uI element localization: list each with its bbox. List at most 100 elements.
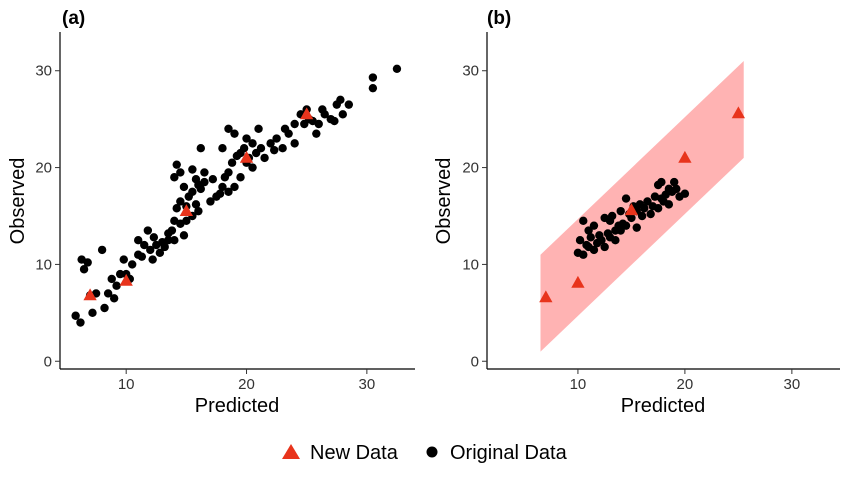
original-data-point: [589, 245, 599, 255]
new-data-point: [571, 275, 585, 288]
y-tick-label: 0: [44, 353, 52, 370]
y-tick-label: 20: [35, 160, 52, 177]
original-data-point: [586, 233, 595, 242]
original-data-point: [290, 139, 299, 148]
original-data-point: [270, 145, 279, 155]
legend: New Data Original Data: [282, 442, 568, 464]
original-data-point: [579, 216, 588, 226]
original-data-point: [215, 189, 225, 198]
original-data-point: [248, 163, 257, 172]
original-data-point: [680, 189, 690, 198]
original-data-point: [600, 242, 609, 252]
original-data-point: [312, 129, 321, 138]
original-data-point: [179, 182, 189, 192]
original-data-point: [167, 226, 177, 235]
legend-marker-original-data: [426, 446, 438, 458]
original-data-point: [616, 206, 625, 216]
original-data-point: [260, 153, 269, 163]
original-data-point: [112, 281, 121, 290]
legend-label-new-data: New Data: [310, 442, 399, 464]
original-data-point: [71, 311, 80, 320]
original-data-point: [368, 73, 378, 82]
x-tick-label: 30: [359, 376, 376, 393]
original-data-point: [149, 233, 159, 242]
original-data-point: [170, 173, 179, 182]
original-data-point: [672, 184, 681, 194]
original-data-point: [191, 200, 201, 209]
original-data-point: [224, 124, 233, 134]
original-data-point: [137, 252, 147, 261]
original-data-point: [88, 308, 97, 318]
original-data-point: [196, 144, 205, 153]
original-data-point: [176, 168, 185, 177]
original-data-point: [119, 255, 128, 264]
original-data-point: [188, 165, 197, 174]
original-data-point: [224, 168, 233, 177]
legend-label-original-data: Original Data: [450, 442, 568, 464]
original-data-point: [320, 110, 329, 119]
original-data-point: [97, 245, 107, 255]
original-data-point: [290, 119, 299, 129]
original-data-point: [632, 223, 641, 232]
new-data-point: [239, 150, 254, 163]
original-data-point: [637, 211, 647, 221]
original-data-point: [266, 139, 275, 148]
new-data-point: [731, 106, 746, 119]
original-data-point: [330, 116, 339, 126]
original-data-point: [314, 119, 323, 129]
original-data-point: [575, 236, 585, 245]
original-data-point: [224, 187, 233, 196]
original-data-point: [143, 226, 153, 235]
x-axis-title: Predicted: [621, 395, 706, 417]
x-tick-label: 20: [238, 376, 255, 393]
y-tick-label: 0: [471, 353, 479, 370]
new-data-point: [624, 203, 639, 216]
original-data-point: [239, 144, 249, 153]
original-data-point: [146, 245, 155, 255]
original-data-point: [284, 129, 293, 138]
original-data-point: [182, 216, 191, 226]
x-tick-label: 10: [570, 376, 587, 393]
original-data-point: [179, 231, 189, 240]
original-data-point: [155, 248, 165, 257]
y-tick-label: 30: [35, 63, 52, 80]
panel-b: (b) 0 10 20 30 10 20 30 Predicted Observed: [433, 8, 840, 417]
original-data-point: [115, 269, 125, 279]
original-data-point: [134, 236, 143, 245]
original-data-point: [272, 134, 281, 143]
original-data-point: [616, 226, 625, 235]
new-data-point: [678, 150, 692, 163]
legend-marker-new-data: [282, 444, 300, 459]
original-data-point: [607, 211, 617, 221]
original-data-point: [170, 236, 179, 245]
original-data-point: [650, 192, 660, 201]
original-data-point: [368, 83, 378, 93]
new-data-point: [300, 107, 314, 120]
original-data-point: [392, 64, 402, 73]
original-data-point: [230, 129, 239, 138]
original-data-point: [646, 209, 655, 219]
original-data-point: [597, 236, 606, 245]
original-data-point: [627, 213, 636, 223]
new-data-point: [539, 290, 553, 303]
original-data-point: [208, 174, 218, 184]
panel-a: (a) 0 10 20 30 10 20 30 Predicted Observed: [7, 8, 415, 417]
original-data-point: [83, 258, 92, 267]
original-data-point: [196, 184, 205, 194]
original-data-point: [160, 242, 169, 252]
original-data-point: [206, 197, 215, 206]
original-data-point: [242, 134, 251, 143]
original-data-point: [79, 265, 89, 274]
x-axis-title: Predicted: [195, 395, 280, 417]
original-data-point: [254, 124, 263, 134]
original-data-point: [653, 204, 663, 213]
original-data-point: [657, 177, 666, 187]
x-tick-label: 20: [677, 376, 694, 393]
original-data-point: [338, 110, 347, 119]
original-data-point: [227, 158, 237, 167]
new-data-point: [119, 273, 133, 286]
original-data-point: [172, 204, 181, 213]
y-axis-title: Observed: [7, 158, 29, 245]
original-data-point: [621, 221, 631, 230]
